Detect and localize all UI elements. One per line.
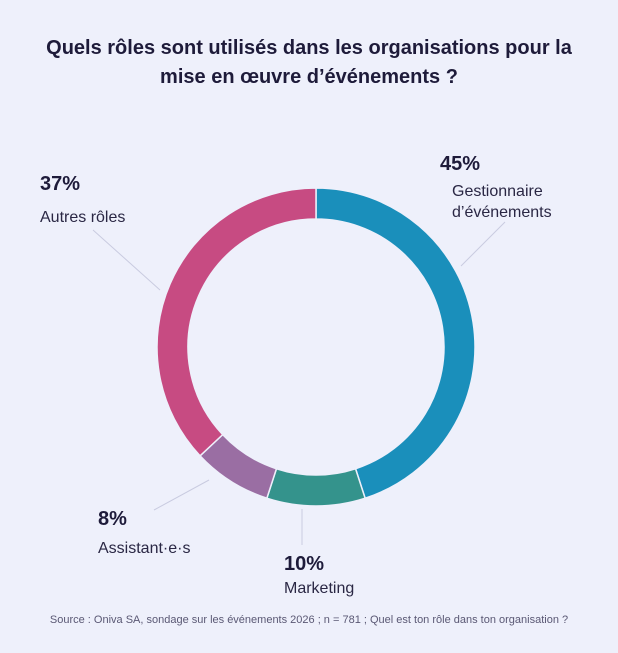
slice-category-label-1-2: d’événements <box>452 204 552 221</box>
slice-category-label-3-1: Assistant·e·s <box>98 540 190 557</box>
donut-slice-2 <box>265 467 367 507</box>
leader-line-3 <box>153 479 210 511</box>
slice-percent-label-1: 45% <box>440 153 480 175</box>
slice-category-label-1-1: Gestionnaire <box>452 183 543 200</box>
source-note: Source : Oniva SA, sondage sur les événe… <box>49 614 569 626</box>
leader-line-4 <box>92 229 161 291</box>
chart-title-line-1: Quels rôles sont utilisés dans les organ… <box>46 37 572 59</box>
slice-percent-label-3: 8% <box>98 508 127 530</box>
slice-percent-label-2: 10% <box>284 553 324 575</box>
donut-slice-1 <box>315 187 476 500</box>
slice-category-label-2-1: Marketing <box>284 580 354 597</box>
leader-line-1 <box>460 221 506 267</box>
slice-percent-label-4: 37% <box>40 173 80 195</box>
donut-slice-4 <box>156 187 317 457</box>
chart-title: Quels rôles sont utilisés dans les organ… <box>0 34 618 92</box>
slice-category-label-4-1: Autres rôles <box>40 209 125 226</box>
chart-title-line-2: mise en œuvre d’événements ? <box>160 66 458 88</box>
